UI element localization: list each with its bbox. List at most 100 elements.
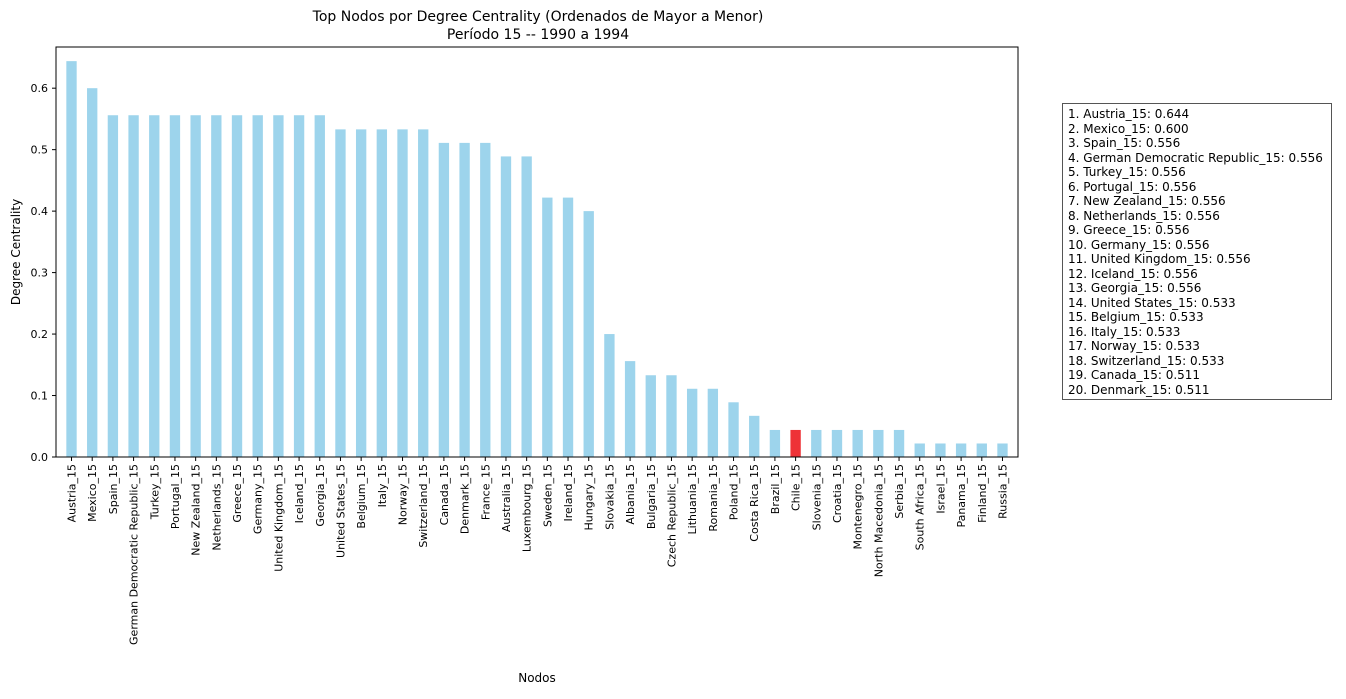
x-tick-label: United States_15 <box>334 464 347 558</box>
bar-spain-15 <box>107 115 119 457</box>
bar-united-kingdom-15 <box>273 115 284 457</box>
bar-brazil-15 <box>769 429 781 457</box>
bar-serbia-15 <box>893 429 905 457</box>
legend-entry: 20. Denmark_15: 0.511 <box>1068 382 1210 397</box>
x-tick-label: Spain_15 <box>107 464 120 514</box>
x-tick-label: New Zealand_15 <box>190 464 203 556</box>
bar-north-macedonia-15 <box>873 429 884 457</box>
x-tick-label: Belgium_15 <box>355 464 368 529</box>
legend-entry: 8. Netherlands_15: 0.556 <box>1068 208 1220 223</box>
bar-israel-15 <box>935 443 946 457</box>
bar-finland-15 <box>976 443 987 457</box>
bar-slovenia-15 <box>811 429 822 457</box>
x-tick-label: Finland_15 <box>976 464 989 523</box>
legend-entry: 7. New Zealand_15: 0.556 <box>1068 194 1226 208</box>
y-tick-label: 0.1 <box>31 390 49 403</box>
legend-entry: 3. Spain_15: 0.556 <box>1068 136 1181 150</box>
x-tick-label: Greece_15 <box>231 464 244 523</box>
x-tick-label: Brazil_15 <box>769 464 782 514</box>
x-tick-label: German Democratic Republic_15 <box>128 464 141 645</box>
x-tick-label: Israel_15 <box>934 464 947 514</box>
x-tick-label: Czech Republic_15 <box>665 464 678 567</box>
x-tick-label: Luxembourg_15 <box>521 464 534 552</box>
x-tick-label: United Kingdom_15 <box>272 464 285 572</box>
chart-title: Top Nodos por Degree Centrality (Ordenad… <box>312 9 764 25</box>
legend-entry: 2. Mexico_15: 0.600 <box>1068 121 1189 136</box>
legend-entry: 6. Portugal_15: 0.556 <box>1068 179 1197 194</box>
bar-turkey-15 <box>149 115 160 457</box>
bar-austria-15 <box>66 61 77 457</box>
x-tick-label: Canada_15 <box>438 464 451 525</box>
bar-luxembourg-15 <box>521 156 532 458</box>
legend-entry: 4. German Democratic Republic_15: 0.556 <box>1068 150 1323 165</box>
x-tick-label: Georgia_15 <box>314 464 327 527</box>
bar-german-democratic-republic-15 <box>128 115 139 457</box>
y-axis-label: Degree Centrality <box>9 199 23 305</box>
x-tick-label: Iceland_15 <box>293 464 306 523</box>
x-tick-label: Bulgaria_15 <box>645 464 658 529</box>
bar-hungary-15 <box>583 211 594 457</box>
x-tick-label: Sweden_15 <box>541 464 554 527</box>
bar-georgia-15 <box>314 115 325 457</box>
x-tick-label: Hungary_15 <box>583 464 596 530</box>
legend-entry: 15. Belgium_15: 0.533 <box>1068 310 1204 324</box>
bar-chile-15 <box>790 429 801 457</box>
x-axis-label: Nodos <box>518 671 556 685</box>
bar-panama-15 <box>955 443 967 457</box>
x-tick-label: Australia_15 <box>500 464 513 532</box>
bar-south-africa-15 <box>914 443 925 457</box>
bar-albania-15 <box>624 361 636 457</box>
y-tick-label: 0.2 <box>31 328 49 341</box>
legend-entry: 19. Canada_15: 0.511 <box>1068 368 1201 382</box>
x-tick-label: Ireland_15 <box>562 464 575 522</box>
legend-entry: 11. United Kingdom_15: 0.556 <box>1068 252 1251 266</box>
x-tick-label: France_15 <box>479 464 492 520</box>
legend-entry: 12. Iceland_15: 0.556 <box>1068 266 1198 281</box>
x-tick-label: Denmark_15 <box>459 464 472 534</box>
bar-new-zealand-15 <box>190 115 201 457</box>
x-tick-label: Norway_15 <box>397 464 410 525</box>
bar-lithuania-15 <box>686 388 698 457</box>
bar-slovakia-15 <box>604 334 615 457</box>
bar-sweden-15 <box>542 197 553 457</box>
x-tick-label: Montenegro_15 <box>852 464 865 550</box>
x-tick-label: North Macedonia_15 <box>872 464 885 577</box>
bar-denmark-15 <box>459 142 470 457</box>
x-tick-label: Russia_15 <box>996 464 1009 519</box>
legend-entry: 1. Austria_15: 0.644 <box>1068 107 1190 121</box>
bar-croatia-15 <box>831 429 843 457</box>
bar-switzerland-15 <box>418 129 429 457</box>
x-tick-label: Poland_15 <box>728 464 741 520</box>
bar-norway-15 <box>397 129 408 457</box>
bar-czech-republic-15 <box>666 375 677 457</box>
x-tick-label: Switzerland_15 <box>417 464 430 548</box>
bar-costa-rica-15 <box>749 415 760 457</box>
y-axis: 0.0 0.1 0.2 0.3 0.4 0.5 0.6 <box>31 82 56 464</box>
bar-poland-15 <box>728 402 739 457</box>
y-tick-label: 0.4 <box>31 205 49 218</box>
x-tick-label: Croatia_15 <box>831 464 844 523</box>
y-tick-label: 0.6 <box>31 82 49 95</box>
bar-romania-15 <box>707 388 719 457</box>
bar-canada-15 <box>438 142 450 457</box>
bar-italy-15 <box>376 129 388 457</box>
bar-russia-15 <box>997 443 1008 457</box>
legend-entry: 13. Georgia_15: 0.556 <box>1068 281 1202 295</box>
bar-netherlands-15 <box>211 115 222 457</box>
bar-united-states-15 <box>335 129 346 457</box>
plot-frame <box>55 46 1019 458</box>
x-tick-label: Slovakia_15 <box>603 464 616 530</box>
bar-mexico-15 <box>87 88 98 458</box>
bars-group <box>66 61 1008 458</box>
legend-entry: 14. United States_15: 0.533 <box>1068 295 1236 310</box>
x-tick-label: Chile_15 <box>790 464 803 511</box>
y-tick-label: 0.0 <box>31 451 49 464</box>
bar-iceland-15 <box>293 115 305 457</box>
x-tick-label: Austria_15 <box>66 464 79 522</box>
x-axis: Austria_15 Mexico_15 Spain_15 German Democr… <box>66 457 1009 645</box>
bar-montenegro-15 <box>852 429 863 457</box>
legend-entry: 10. Germany_15: 0.556 <box>1068 237 1210 252</box>
y-tick-label: 0.5 <box>31 144 49 157</box>
x-tick-label: Italy_15 <box>376 464 389 507</box>
